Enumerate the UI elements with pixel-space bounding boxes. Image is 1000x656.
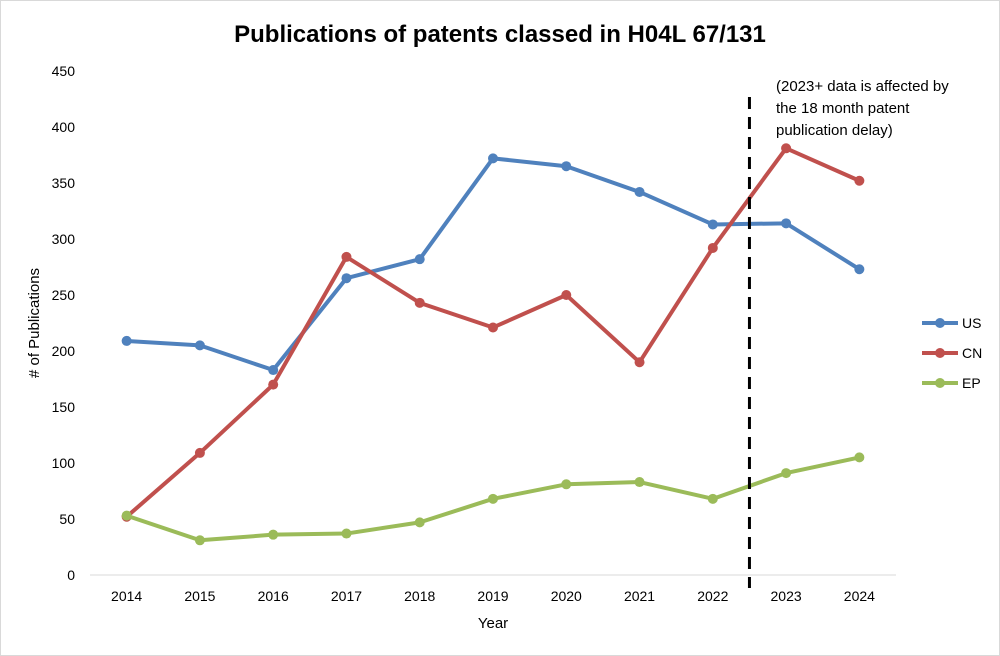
legend-label: US: [962, 315, 981, 331]
data-point-ep-2014: [121, 510, 132, 521]
data-point-cn-2018: [414, 297, 425, 308]
x-tick-label: 2022: [697, 588, 728, 604]
data-point-cn-2024: [854, 175, 865, 186]
data-point-cn-2023: [781, 143, 792, 154]
y-tick-label: 300: [52, 231, 76, 247]
y-tick-label: 150: [52, 399, 76, 415]
data-point-us-2021: [634, 186, 645, 197]
y-axis-label: # of Publications: [26, 268, 43, 378]
data-point-ep-2018: [414, 517, 425, 528]
x-tick-label: 2015: [184, 588, 215, 604]
x-tick-label: 2023: [771, 588, 802, 604]
data-point-ep-2021: [634, 477, 645, 488]
data-point-cn-2019: [488, 322, 498, 333]
data-point-ep-2015: [194, 535, 205, 546]
series-us: [121, 153, 865, 376]
legend: US CN EP: [922, 315, 982, 391]
data-point-ep-2024: [854, 452, 865, 463]
x-tick-label: 2016: [258, 588, 289, 604]
data-point-cn-2015: [194, 447, 205, 458]
data-point-us-2020: [561, 161, 572, 172]
data-point-us-2017: [341, 273, 352, 284]
x-axis-ticks: 2014 2015 2016 2017 2018 2019 2020 2021 2022 2023…: [111, 588, 875, 604]
data-point-cn-2016: [268, 379, 279, 390]
y-tick-label: 200: [52, 343, 76, 359]
data-point-cn-2021: [634, 357, 645, 368]
data-point-cn-2017: [341, 251, 352, 262]
y-tick-label: 350: [52, 175, 76, 191]
annotation-note: (2023+ data is affected by the 18 month …: [776, 78, 949, 139]
x-tick-label: 2018: [404, 588, 435, 604]
series-group: [121, 143, 865, 546]
x-tick-label: 2024: [844, 588, 875, 604]
data-point-ep-2023: [781, 468, 792, 479]
x-axis-label: Year: [478, 615, 508, 632]
data-point-ep-2020: [561, 479, 572, 490]
legend-label: CN: [962, 345, 982, 361]
y-tick-label: 50: [59, 511, 75, 527]
x-tick-label: 2019: [477, 588, 508, 604]
data-point-cn-2020: [561, 290, 572, 300]
data-point-cn-2022: [707, 242, 718, 253]
series-cn: [121, 143, 865, 522]
data-point-ep-2019: [488, 493, 498, 504]
legend-item-ep: EP: [922, 375, 981, 391]
annotation-line-1: (2023+ data is affected by: [776, 78, 949, 95]
legend-item-us: US: [922, 315, 981, 331]
data-point-us-2018: [414, 254, 425, 265]
x-tick-label: 2014: [111, 588, 142, 604]
y-tick-label: 100: [52, 455, 76, 471]
data-point-us-2023: [781, 218, 792, 229]
y-tick-label: 250: [52, 287, 76, 303]
chart-title: Publications of patents classed in H04L …: [234, 21, 766, 48]
x-tick-label: 2020: [551, 588, 582, 604]
data-point-us-2016: [268, 365, 279, 376]
data-point-us-2014: [121, 335, 132, 346]
data-point-ep-2022: [707, 493, 718, 504]
data-point-ep-2017: [341, 528, 352, 539]
data-point-ep-2016: [268, 529, 279, 540]
data-point-us-2024: [854, 264, 865, 275]
data-point-us-2022: [707, 219, 718, 230]
legend-swatch-marker: [935, 318, 945, 328]
annotation-line-3: publication delay): [776, 122, 893, 139]
y-tick-label: 0: [67, 567, 75, 583]
data-point-us-2019: [488, 153, 498, 164]
y-tick-label: 450: [52, 63, 76, 79]
legend-swatch-marker: [935, 348, 945, 358]
legend-swatch-marker: [935, 378, 945, 388]
annotation-line-2: the 18 month patent: [776, 100, 910, 117]
x-tick-label: 2021: [624, 588, 655, 604]
y-axis-ticks: 0 50 100 150 200 250 300 350 400 450: [52, 63, 76, 583]
x-tick-label: 2017: [331, 588, 362, 604]
legend-item-cn: CN: [922, 345, 982, 361]
legend-label: EP: [962, 375, 981, 391]
data-point-us-2015: [194, 340, 205, 351]
y-tick-label: 400: [52, 119, 76, 135]
series-ep: [121, 452, 865, 546]
